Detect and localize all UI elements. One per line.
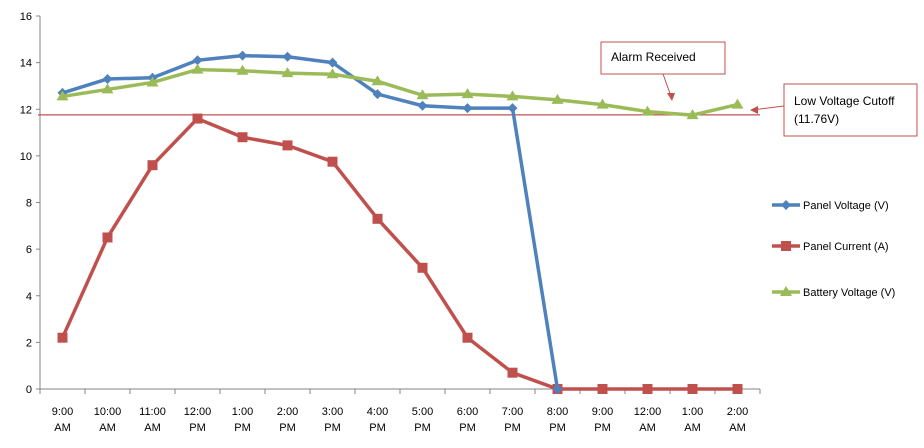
data-point xyxy=(642,384,653,394)
data-point xyxy=(462,103,473,114)
data-point xyxy=(507,367,518,378)
data-point xyxy=(102,232,113,243)
data-point xyxy=(282,140,293,151)
data-point xyxy=(552,384,563,394)
data-point xyxy=(191,63,204,74)
data-point xyxy=(192,55,203,66)
x-tick-label: 2:00 AM xyxy=(727,406,748,434)
series-group xyxy=(56,50,744,394)
data-point xyxy=(417,262,428,273)
alarm-callout-arrowhead xyxy=(667,93,675,101)
x-tick-label: 1:00 PM xyxy=(232,406,253,434)
cutoff-callout-arrowhead xyxy=(750,106,758,114)
x-tick-label: 12:00 PM xyxy=(184,406,212,434)
series-line xyxy=(62,67,738,117)
y-tick-label: 14 xyxy=(20,58,32,70)
axes: 0 2 4 6 8 10 12 14 16 9:00 AM 10:00 AM 11:00 AM 12:00 PM… xyxy=(20,11,761,434)
data-point xyxy=(147,160,158,171)
x-tick-label: 5:00 PM xyxy=(412,406,433,434)
x-tick-label: 11:00 AM xyxy=(139,406,166,434)
data-point xyxy=(641,105,654,116)
data-point xyxy=(372,89,383,100)
data-point xyxy=(327,57,338,68)
series-2 xyxy=(56,63,744,120)
y-tick-label: 16 xyxy=(20,11,32,23)
x-tick-label: 3:00 PM xyxy=(322,406,343,434)
cutoff-callout-box xyxy=(783,83,918,137)
data-point xyxy=(146,76,159,87)
legend-label: Battery Voltage (V) xyxy=(803,287,895,299)
data-point xyxy=(326,68,339,79)
data-point xyxy=(327,156,338,167)
legend-swatch-marker xyxy=(781,200,791,210)
y-tick-label: 10 xyxy=(20,151,32,163)
data-point xyxy=(686,109,699,120)
cutoff-callout-line2: (11.76V) xyxy=(794,112,839,126)
legend-label: Panel Voltage (V) xyxy=(803,200,889,212)
x-tick-label: 7:00 PM xyxy=(502,406,523,434)
x-tick-label: 6:00 PM xyxy=(457,406,478,434)
data-point xyxy=(371,75,384,86)
data-point xyxy=(596,98,609,109)
data-point xyxy=(597,384,608,394)
data-point xyxy=(416,89,429,100)
data-point xyxy=(237,132,248,143)
data-point xyxy=(102,73,113,84)
x-tick-label: 10:00 AM xyxy=(94,406,122,434)
x-tick-label: 2:00 PM xyxy=(277,406,298,434)
legend: Panel Voltage (V) Panel Current (A) Batter… xyxy=(772,200,895,299)
data-point xyxy=(101,83,114,94)
y-tick-label: 0 xyxy=(26,384,32,396)
y-tick-label: 4 xyxy=(26,291,32,303)
callouts: Alarm Received Low Voltage Cutoff (11.76… xyxy=(600,41,918,137)
data-point xyxy=(732,384,743,394)
data-point xyxy=(461,88,474,99)
legend-swatch-marker xyxy=(781,241,791,251)
series-line xyxy=(61,53,560,390)
data-point xyxy=(507,103,518,114)
series-1 xyxy=(57,113,743,394)
data-point xyxy=(237,50,248,61)
series-0 xyxy=(57,50,563,394)
series-line xyxy=(60,116,738,391)
x-tick-label: 9:00 AM xyxy=(52,406,73,434)
legend-swatch-marker xyxy=(780,286,792,296)
data-point xyxy=(56,90,69,101)
data-point xyxy=(372,213,383,224)
cutoff-callout-line1: Low Voltage Cutoff xyxy=(794,94,895,108)
data-point xyxy=(281,67,294,78)
y-tick-label: 6 xyxy=(26,244,32,256)
data-point xyxy=(282,51,293,62)
data-point xyxy=(731,98,744,109)
y-tick-label: 2 xyxy=(26,337,32,349)
data-point xyxy=(687,384,698,394)
x-tick-label: 4:00 PM xyxy=(367,406,388,434)
x-tick-label: 1:00 AM xyxy=(682,406,703,434)
alarm-callout-box xyxy=(600,41,726,75)
data-point xyxy=(417,100,428,111)
legend-label: Panel Current (A) xyxy=(803,241,889,253)
data-point xyxy=(192,113,203,124)
x-tick-label: 12:00 AM xyxy=(634,406,662,434)
x-tick-label: 9:00 PM xyxy=(592,406,613,434)
y-tick-label: 12 xyxy=(20,104,32,116)
y-tick-label: 8 xyxy=(26,198,32,210)
data-point xyxy=(506,90,519,101)
data-point xyxy=(462,332,473,343)
data-point xyxy=(57,332,68,343)
data-point xyxy=(236,64,249,75)
data-point xyxy=(551,93,564,104)
alarm-callout-text: Alarm Received xyxy=(611,50,696,64)
x-tick-label: 8:00 PM xyxy=(547,406,568,434)
